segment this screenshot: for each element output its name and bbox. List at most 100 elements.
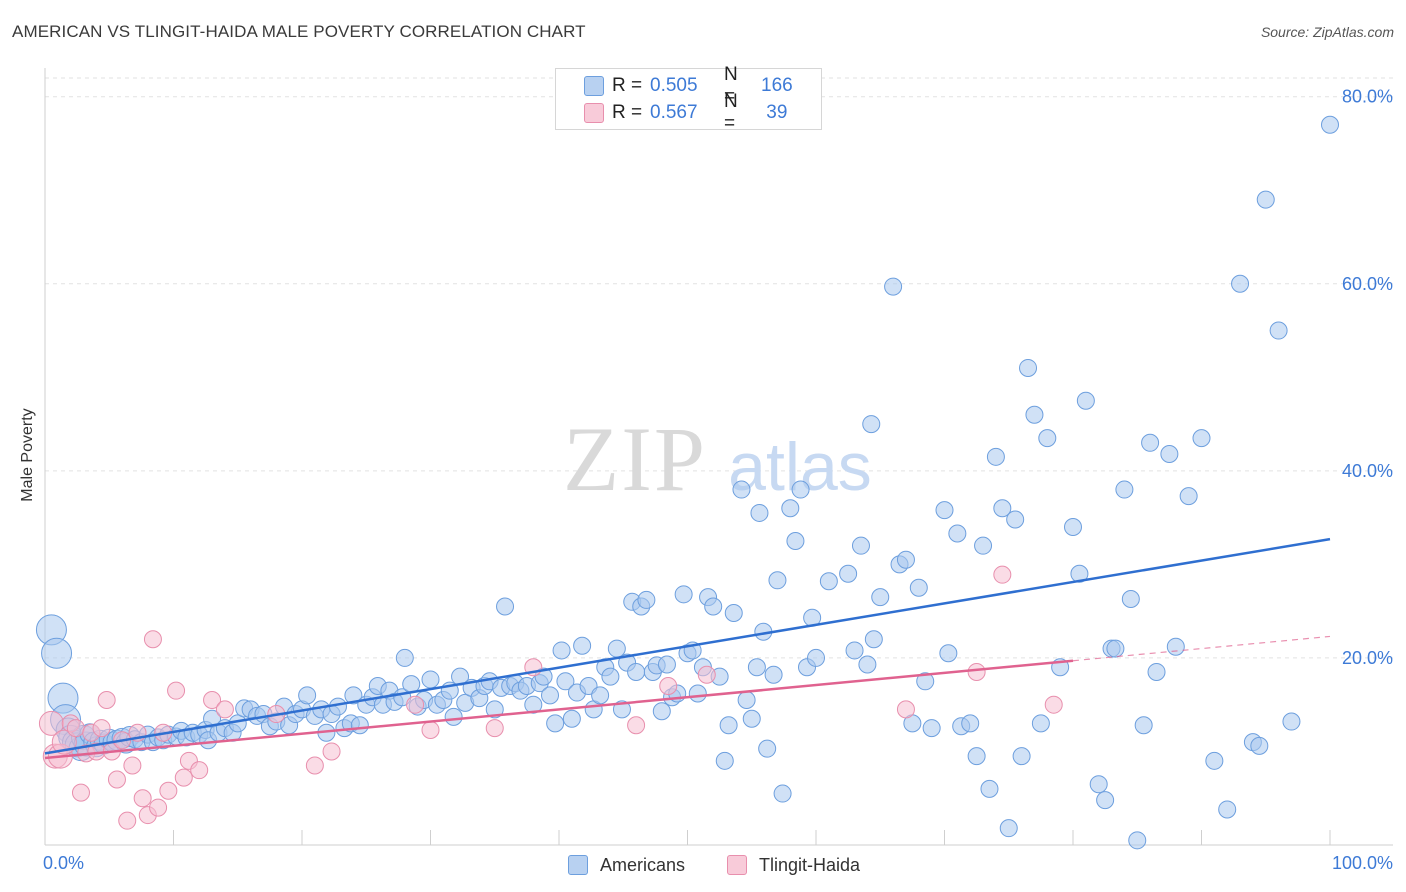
grid-layer xyxy=(45,77,1393,659)
legend-item-tlingit[interactable]: Tlingit-Haida xyxy=(727,852,860,878)
point-americans xyxy=(421,670,440,689)
point-americans xyxy=(939,644,958,663)
point-americans xyxy=(1025,405,1044,424)
point-americans xyxy=(764,665,783,684)
point-tlingit xyxy=(322,742,341,761)
legend-swatch-tlingit xyxy=(584,103,604,123)
point-americans xyxy=(1089,775,1108,794)
point-americans xyxy=(485,700,504,719)
watermark-zip: ZIP xyxy=(563,408,707,510)
point-americans xyxy=(1205,751,1224,770)
point-americans xyxy=(967,747,986,766)
point-americans xyxy=(1006,510,1025,529)
point-americans xyxy=(541,686,560,705)
point-americans xyxy=(1106,639,1125,658)
y-tick-label: 20.0% xyxy=(1342,648,1393,668)
point-americans xyxy=(573,636,592,655)
point-americans xyxy=(556,672,575,691)
point-americans xyxy=(1250,736,1269,755)
legend-n-value: 39 xyxy=(761,102,788,123)
point-americans xyxy=(524,695,543,714)
point-americans xyxy=(791,480,810,499)
point-americans xyxy=(1134,716,1153,735)
point-americans xyxy=(552,641,571,660)
point-americans xyxy=(1128,831,1147,850)
legend-label-americans: Americans xyxy=(600,854,686,875)
point-americans xyxy=(395,648,414,667)
point-tlingit xyxy=(406,695,425,714)
point-americans xyxy=(980,779,999,798)
point-americans xyxy=(1031,714,1050,733)
point-americans xyxy=(1096,791,1115,810)
point-americans xyxy=(1121,589,1140,608)
point-americans xyxy=(724,604,743,623)
point-americans xyxy=(974,536,993,555)
point-americans xyxy=(737,691,756,710)
point-tlingit xyxy=(118,811,137,830)
point-tlingit xyxy=(896,700,915,719)
legend-r-value: 0.505 xyxy=(650,75,698,96)
legend-r-value: 0.567 xyxy=(650,102,698,123)
point-americans xyxy=(747,658,766,677)
point-americans xyxy=(858,655,877,674)
point-americans xyxy=(999,819,1018,838)
point-americans xyxy=(768,571,787,590)
point-americans xyxy=(862,415,881,434)
point-americans xyxy=(864,630,883,649)
point-tlingit xyxy=(627,716,646,735)
point-americans xyxy=(742,709,761,728)
point-tlingit xyxy=(71,783,90,802)
point-tlingit xyxy=(967,662,986,681)
point-americans xyxy=(909,578,928,597)
x-tick-label: 0.0% xyxy=(43,853,84,873)
point-tlingit xyxy=(143,630,162,649)
point-tlingit xyxy=(485,719,504,738)
point-americans xyxy=(444,707,463,726)
point-americans xyxy=(884,277,903,296)
point-tlingit xyxy=(149,798,168,817)
point-americans xyxy=(1076,391,1095,410)
point-americans xyxy=(612,700,631,719)
point-americans xyxy=(496,597,515,616)
point-americans xyxy=(350,716,369,735)
point-tlingit xyxy=(993,565,1012,584)
point-americans xyxy=(715,751,734,770)
point-tlingit xyxy=(92,719,111,738)
point-americans xyxy=(41,637,73,669)
point-tlingit xyxy=(697,665,716,684)
legend-swatch-americans xyxy=(584,76,604,96)
point-americans xyxy=(986,447,1005,466)
point-americans xyxy=(851,536,870,555)
point-tlingit xyxy=(659,676,678,695)
point-tlingit xyxy=(133,789,152,808)
trendline-tlingit xyxy=(44,659,1074,760)
legend-label-tlingit: Tlingit-Haida xyxy=(759,854,861,875)
point-americans xyxy=(1160,445,1179,464)
y-tick-label: 60.0% xyxy=(1342,274,1393,294)
legend-n-label: N = xyxy=(724,64,738,107)
point-americans xyxy=(896,550,915,569)
point-americans xyxy=(1218,800,1237,819)
y-tick-label: 80.0% xyxy=(1342,87,1393,107)
point-americans xyxy=(773,784,792,803)
point-americans xyxy=(607,639,626,658)
point-americans xyxy=(344,686,363,705)
point-americans xyxy=(1269,321,1288,340)
legend-swatch-tlingit xyxy=(727,855,747,875)
point-americans xyxy=(1256,190,1275,209)
point-americans xyxy=(1179,487,1198,506)
y-tick-label: 40.0% xyxy=(1342,461,1393,481)
point-tlingit xyxy=(215,700,234,719)
point-americans xyxy=(1012,747,1031,766)
point-tlingit xyxy=(167,681,186,700)
point-tlingit xyxy=(305,756,324,775)
point-americans xyxy=(1064,517,1082,536)
trend-layer xyxy=(44,537,1331,760)
point-americans xyxy=(845,641,864,660)
legend-n-label: N = xyxy=(724,91,738,134)
point-americans xyxy=(781,499,800,518)
legend-item-americans[interactable]: Americans xyxy=(568,852,685,878)
point-americans xyxy=(935,501,954,520)
point-americans xyxy=(993,499,1012,518)
point-americans xyxy=(657,655,676,674)
